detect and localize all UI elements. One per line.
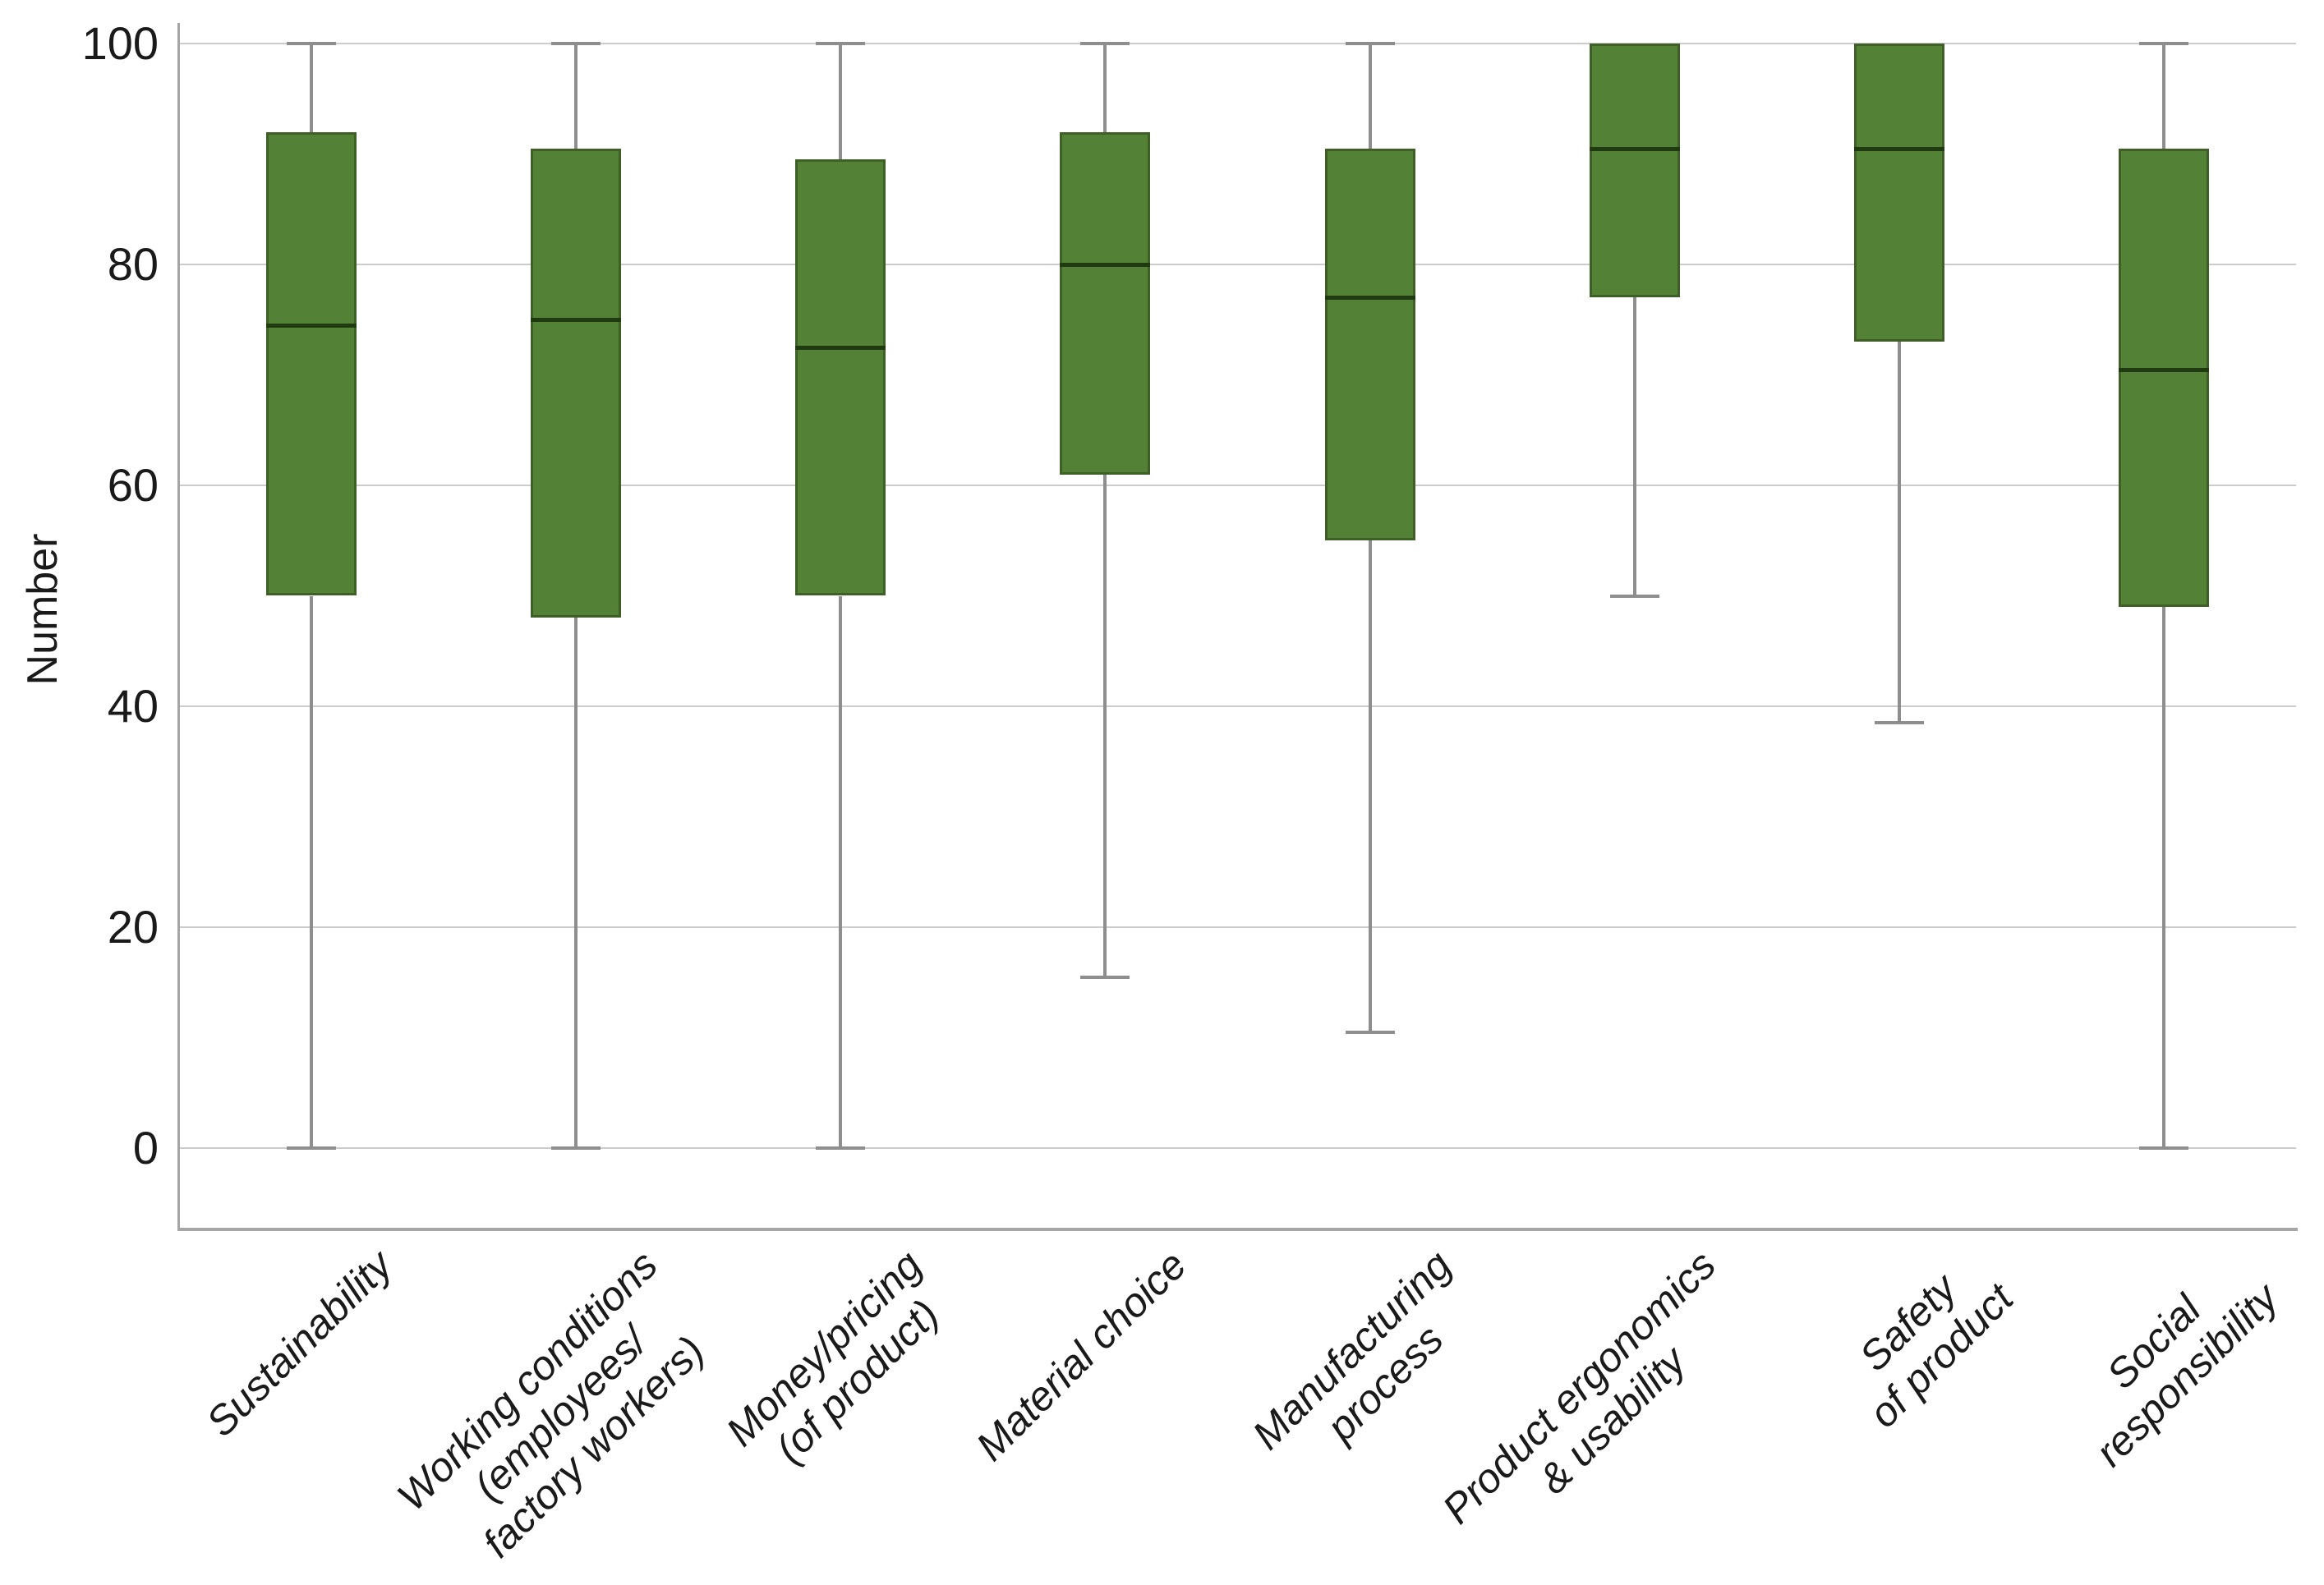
whisker-lower [1368, 540, 1372, 1032]
whisker-cap-max [2138, 42, 2188, 45]
whisker-cap-min [287, 1146, 337, 1150]
box-8 [2118, 148, 2209, 607]
whisker-cap-max [551, 42, 601, 45]
whisker-cap-min [816, 1146, 866, 1150]
box-6 [1589, 44, 1680, 298]
whisker-cap-max [1080, 42, 1130, 45]
whisker-cap-min [1874, 721, 1924, 725]
whisker-lower [1632, 297, 1636, 596]
box-3 [795, 159, 886, 596]
y-axis-line [177, 23, 180, 1229]
box-2 [531, 148, 622, 618]
whisker-cap-max [1345, 42, 1395, 45]
median-line-7 [1853, 146, 1944, 151]
whisker-upper [310, 44, 314, 132]
median-line-5 [1324, 296, 1415, 301]
median-line-6 [1589, 146, 1680, 151]
x-label-6: Product ergonomics & usability [1434, 1242, 1725, 1533]
median-line-1 [266, 323, 357, 328]
whisker-cap-max [816, 42, 866, 45]
median-line-3 [795, 345, 886, 350]
gridline-y-60 [179, 485, 2296, 486]
box-7 [1853, 44, 1944, 342]
gridline-y-0 [179, 1147, 2296, 1149]
whisker-lower [1897, 342, 1901, 724]
whisker-upper [2161, 44, 2165, 149]
median-line-2 [531, 318, 622, 323]
y-axis-title: Number [19, 533, 67, 686]
x-label-5: Manufacturing process [1243, 1242, 1461, 1459]
whisker-cap-min [2138, 1146, 2188, 1150]
x-label-8: Social responsibility [2086, 1275, 2287, 1476]
y-tick-label-40: 40 [107, 680, 159, 732]
median-line-4 [1060, 263, 1151, 267]
whisker-lower [2161, 606, 2165, 1148]
whisker-lower [839, 595, 843, 1148]
median-line-8 [2118, 367, 2209, 372]
y-tick-label-60: 60 [107, 459, 159, 511]
x-label-4: Material choice [967, 1242, 1196, 1470]
whisker-cap-min [1080, 975, 1130, 979]
x-label-7: Safety of product [1851, 1265, 2023, 1437]
gridline-y-20 [179, 926, 2296, 928]
whisker-upper [839, 44, 843, 160]
gridline-y-80 [179, 264, 2296, 265]
whisker-cap-min [551, 1146, 601, 1150]
gridline-y-100 [179, 43, 2296, 44]
y-tick-label-100: 100 [81, 17, 159, 69]
x-label-1: Sustainability [197, 1242, 402, 1445]
x-axis-line [177, 1228, 2298, 1231]
box-1 [266, 131, 357, 596]
whisker-cap-min [1609, 594, 1659, 598]
whisker-lower [1103, 474, 1107, 977]
whisker-cap-max [287, 42, 337, 45]
x-label-2: Working conditions (employees/factory wor… [388, 1242, 713, 1567]
whisker-lower [574, 618, 578, 1148]
whisker-upper [1368, 44, 1372, 149]
y-tick-label-80: 80 [107, 238, 159, 290]
box-5 [1324, 148, 1415, 541]
y-tick-label-20: 20 [107, 901, 159, 953]
whisker-upper [1103, 44, 1107, 132]
whisker-upper [574, 44, 578, 149]
gridline-y-40 [179, 705, 2296, 707]
x-label-3: Money/pricing (of product) [717, 1242, 948, 1472]
y-tick-label-0: 0 [132, 1122, 159, 1174]
whisker-lower [310, 595, 314, 1148]
whisker-cap-min [1345, 1030, 1395, 1034]
box-4 [1060, 131, 1151, 475]
